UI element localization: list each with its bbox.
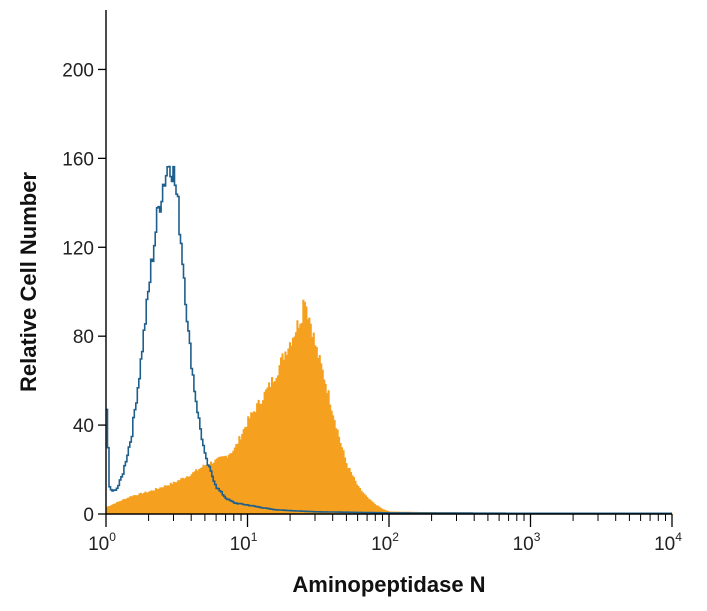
- y-tick-label: 200: [62, 60, 94, 81]
- x-axis-title: Aminopeptidase N: [292, 572, 485, 597]
- histogram-series-filled: [105, 299, 673, 515]
- x-tick-label: 100: [88, 530, 116, 555]
- x-tick-label: 104: [654, 530, 682, 555]
- y-tick-label: 80: [73, 327, 94, 348]
- y-axis-title: Relative Cell Number: [16, 172, 41, 393]
- x-tick-label: 102: [371, 530, 399, 555]
- x-tick-label: 103: [513, 530, 541, 555]
- series-layer: [105, 165, 673, 515]
- x-axis-ticks: 100 101 102 103 104: [88, 514, 682, 555]
- y-tick-label: 120: [62, 238, 94, 259]
- axes-layer: [105, 10, 672, 515]
- y-tick-label: 160: [62, 149, 94, 170]
- y-axis-ticks: 0 40 80 120 160 200: [62, 60, 106, 526]
- y-tick-label: 0: [83, 505, 94, 526]
- histogram-series-outline: [106, 165, 672, 515]
- x-tick-label: 101: [230, 530, 258, 555]
- y-tick-label: 40: [73, 416, 94, 437]
